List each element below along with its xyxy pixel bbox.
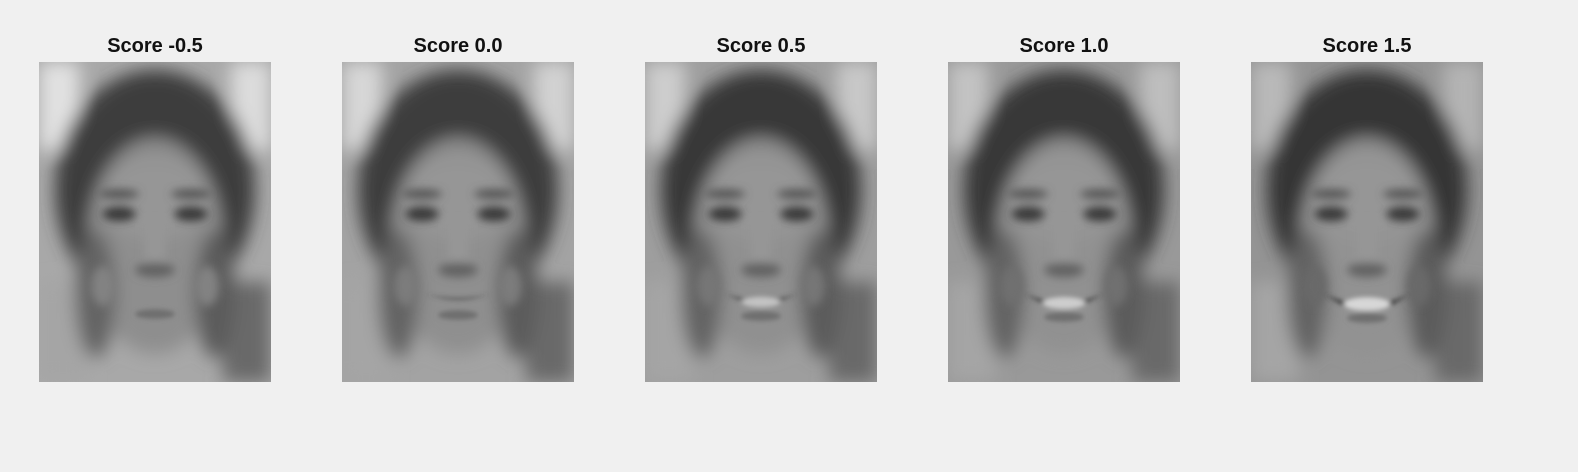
face-image [948, 62, 1180, 382]
face-image [342, 62, 574, 382]
panel-title: Score 0.0 [413, 35, 503, 57]
panel-title: Score 1.0 [1019, 35, 1109, 57]
face-image [39, 62, 271, 382]
panel-title: Score 0.5 [716, 35, 806, 57]
face-image [645, 62, 877, 382]
panel-title: Score 1.5 [1322, 35, 1412, 57]
face-image [1251, 62, 1483, 382]
panel-title: Score -0.5 [107, 35, 203, 57]
